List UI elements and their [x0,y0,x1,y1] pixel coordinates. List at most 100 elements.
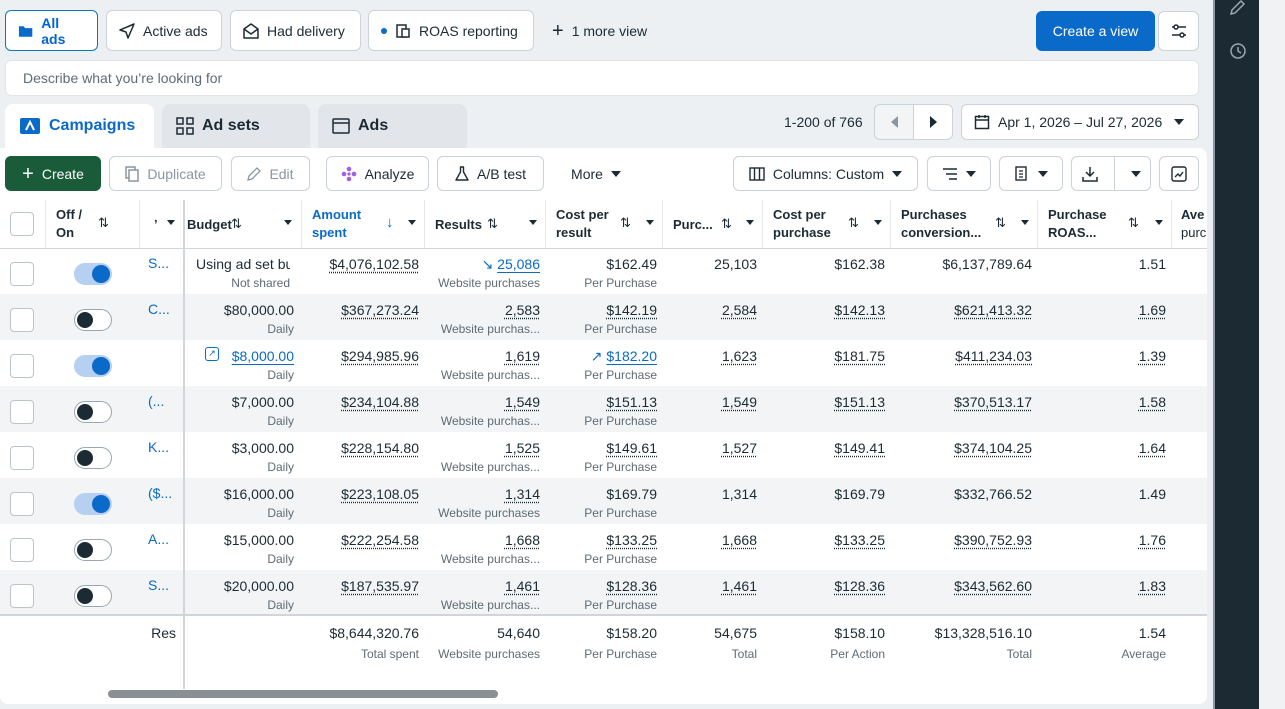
amount-cell[interactable]: $223,108.05 [302,478,419,503]
view-had-delivery[interactable]: Had delivery [230,10,361,51]
reports-dropdown[interactable] [999,156,1063,191]
view-all-ads[interactable]: All ads [5,10,98,51]
purchases-cell[interactable]: 25,103 [663,248,757,273]
sort-icon[interactable]: ⇅ [231,216,242,231]
pcv-cell[interactable]: $332,766.52 [891,478,1032,503]
sort-icon[interactable]: ⇅ [721,216,732,231]
budget-cell[interactable]: $20,000.00 Daily [185,570,294,612]
chevron-down-icon[interactable] [408,220,416,225]
campaign-name-link[interactable]: S... [148,577,170,593]
results-cell[interactable]: 1,549 Website purchas... [425,386,540,428]
budget-cell[interactable]: $7,000.00 Daily [185,386,294,428]
sort-icon[interactable]: ⇅ [848,215,859,230]
edit-button[interactable]: Edit [231,156,310,191]
budget-cell[interactable]: $16,000.00 Daily [185,478,294,520]
view-active-ads[interactable]: Active ads [106,10,222,51]
date-range-picker[interactable]: Apr 1, 2026 – Jul 27, 2026 [961,104,1199,140]
budget-cell[interactable]: Using ad set bu... Not shared [196,248,290,290]
amount-cell[interactable]: $228,154.80 [302,432,419,457]
chevron-down-icon[interactable] [167,220,175,225]
cpp-cell[interactable]: $133.25 [763,524,885,549]
header-average-purchase[interactable]: Ave purc [1172,200,1207,248]
row-checkbox[interactable] [10,308,34,332]
more-button[interactable]: More [556,156,636,191]
chevron-down-icon[interactable] [1021,220,1029,225]
breakdown-dropdown[interactable] [927,156,991,191]
table-row[interactable]: C... $80,000.00 Daily $367,273.24 2,583 Websi… [0,294,1207,340]
campaign-toggle[interactable] [74,539,112,561]
amount-cell[interactable]: $222,254.58 [302,524,419,549]
pencil-icon[interactable] [1229,0,1247,16]
campaign-toggle[interactable] [74,355,112,377]
chevron-down-icon[interactable] [746,220,754,225]
roas-cell[interactable]: 1.83 [1038,570,1166,595]
table-row[interactable]: (... $7,000.00 Daily $234,104.88 1,549 Websit… [0,386,1207,432]
roas-cell[interactable]: 1.51 [1038,248,1166,273]
sort-icon[interactable]: ⇅ [1128,215,1139,230]
budget-value[interactable]: $8,000.00 [231,348,294,364]
row-checkbox[interactable] [10,262,34,286]
header-name[interactable]: ʼ [140,200,184,248]
cpp-cell[interactable]: $142.13 [763,294,885,319]
cpp-cell[interactable]: $151.13 [763,386,885,411]
sort-descending-icon[interactable]: ↓ [386,214,394,231]
chevron-down-icon[interactable] [646,220,654,225]
campaign-name-link[interactable]: A... [148,531,170,547]
amount-cell[interactable]: $4,076,102.58 [302,248,419,273]
header-off-on[interactable]: Off / On ⇅ [46,200,140,248]
pcv-cell[interactable]: $390,752.93 [891,524,1032,549]
create-button[interactable]: + Create [5,156,101,191]
sort-icon[interactable]: ⇅ [995,215,1006,230]
view-roas-reporting[interactable]: ROAS reporting [368,10,534,51]
cpp-cell[interactable]: $169.79 [763,478,885,503]
campaign-toggle[interactable] [74,447,112,469]
amount-cell[interactable]: $294,985.96 [302,340,419,365]
table-row[interactable]: A... $15,000.00 Daily $222,254.58 1,668 Websi… [0,524,1207,570]
table-row[interactable]: S... $20,000.00 Daily $187,535.97 1,461 Websi… [0,570,1207,616]
chevron-down-icon[interactable] [284,220,292,225]
roas-cell[interactable]: 1.58 [1038,386,1166,411]
purchases-cell[interactable]: 1,623 [663,340,757,365]
cpr-cell[interactable]: $133.25 Per Purchase [546,524,657,566]
roas-cell[interactable]: 1.69 [1038,294,1166,319]
roas-cell[interactable]: 1.39 [1038,340,1166,365]
chevron-down-icon[interactable] [874,220,882,225]
campaign-toggle[interactable] [74,309,112,331]
sort-icon[interactable]: ⇅ [620,215,631,230]
view-charts-button[interactable] [1159,156,1199,191]
sort-icon[interactable]: ⇅ [487,216,498,231]
analyze-button[interactable]: Analyze [326,156,429,191]
header-cost-per-result[interactable]: Cost per result ⇅ [546,200,663,248]
campaign-toggle[interactable] [74,585,112,607]
cpr-cell[interactable]: $162.49 Per Purchase [546,248,657,290]
pcv-cell[interactable]: $343,562.60 [891,570,1032,595]
clock-icon[interactable] [1229,42,1247,60]
header-cost-per-purchase[interactable]: Cost per purchase ⇅ [763,200,891,248]
results-cell[interactable]: 1,314 Website purchases [425,478,540,520]
amount-cell[interactable]: $234,104.88 [302,386,419,411]
amount-cell[interactable]: $187,535.97 [302,570,419,595]
table-row[interactable]: ↗ $8,000.00 Daily $294,985.96 1,619 Website p… [0,340,1207,386]
header-budget[interactable]: Budget ⇅ [185,200,302,248]
chevron-down-icon[interactable] [529,220,537,225]
campaign-name-link[interactable]: (... [148,393,165,409]
roas-cell[interactable]: 1.49 [1038,478,1166,503]
header-purchase-roas[interactable]: Purchase ROAS... ⇅ [1038,200,1172,248]
purchases-cell[interactable]: 1,314 [663,478,757,503]
purchases-cell[interactable]: 2,584 [663,294,757,319]
cpr-cell[interactable]: $142.19 Per Purchase [546,294,657,336]
purchases-cell[interactable]: 1,549 [663,386,757,411]
row-checkbox[interactable] [10,492,34,516]
duplicate-button[interactable]: Duplicate [109,156,222,191]
create-view-button[interactable]: Create a view [1036,11,1155,51]
row-checkbox[interactable] [10,584,34,608]
row-checkbox[interactable] [10,354,34,378]
cpr-cell[interactable]: $149.61 Per Purchase [546,432,657,474]
search-input[interactable]: Describe what you’re looking for [5,60,1199,96]
campaign-name-link[interactable]: C... [148,301,170,317]
chevron-down-icon[interactable] [1155,220,1163,225]
cpr-cell[interactable]: $128.36 Per Purchase [546,570,657,612]
results-cell[interactable]: 2,583 Website purchas... [425,294,540,336]
row-checkbox[interactable] [10,538,34,562]
select-all-checkbox[interactable] [10,212,34,236]
